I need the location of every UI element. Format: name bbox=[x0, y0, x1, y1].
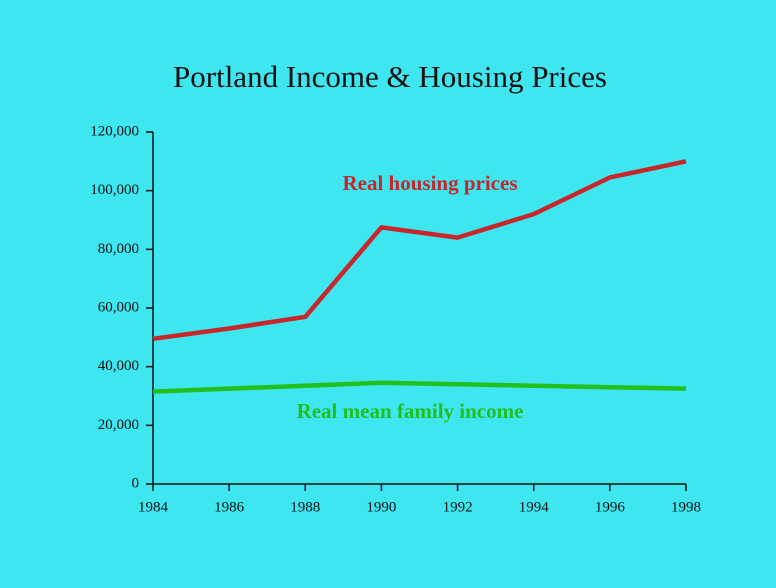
data-line bbox=[152, 380, 687, 394]
y-tick-label: 100,000 bbox=[90, 182, 139, 198]
y-tick-label: 0 bbox=[132, 475, 140, 491]
x-tick-label: 1998 bbox=[671, 499, 701, 515]
x-tick-label: 1988 bbox=[290, 499, 320, 515]
data-line bbox=[152, 159, 687, 342]
series-label: Real mean family income bbox=[297, 399, 524, 423]
x-tick-label: 1986 bbox=[214, 499, 245, 515]
x-tick-label: 1992 bbox=[443, 499, 473, 515]
x-tick-label: 1990 bbox=[366, 499, 396, 515]
x-tick-label: 1996 bbox=[595, 499, 626, 515]
y-tick-label: 40,000 bbox=[98, 358, 139, 374]
y-tick-label: 20,000 bbox=[98, 417, 139, 433]
y-tick-label: 80,000 bbox=[98, 241, 139, 257]
y-tick-label: 60,000 bbox=[98, 299, 139, 315]
chart-title: Portland Income & Housing Prices bbox=[173, 59, 607, 94]
y-tick-label: 120,000 bbox=[90, 123, 139, 139]
x-tick-label: 1994 bbox=[519, 499, 550, 515]
series-label: Real housing prices bbox=[342, 171, 517, 195]
x-tick-label: 1984 bbox=[138, 499, 169, 515]
